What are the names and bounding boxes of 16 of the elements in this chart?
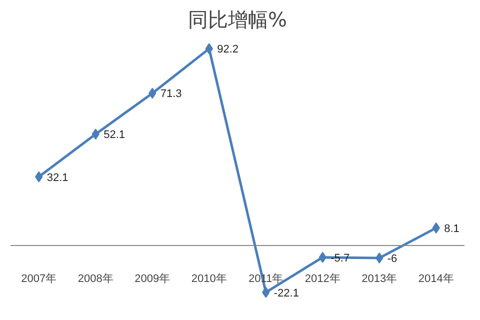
- x-tick-label: 2012年: [304, 273, 340, 286]
- data-label: -6: [387, 253, 398, 265]
- x-tick-label: 2009年: [134, 273, 170, 286]
- data-label: 32.1: [46, 172, 68, 184]
- x-tick-label: 2007年: [21, 273, 57, 286]
- data-label: 92.2: [217, 44, 239, 56]
- x-tick-label: 2008年: [78, 273, 114, 286]
- data-label: 8.1: [444, 222, 460, 235]
- x-tick-label: 2013年: [362, 273, 398, 286]
- x-tick-label: 2014年: [418, 273, 454, 286]
- point: [376, 252, 384, 264]
- data-label: 52.1: [104, 129, 126, 142]
- x-tick-label: 2010年: [191, 273, 227, 286]
- chart-title: 同比增幅%: [188, 8, 288, 32]
- data-label: 71.3: [160, 88, 182, 100]
- data-label: -22.1: [274, 287, 299, 300]
